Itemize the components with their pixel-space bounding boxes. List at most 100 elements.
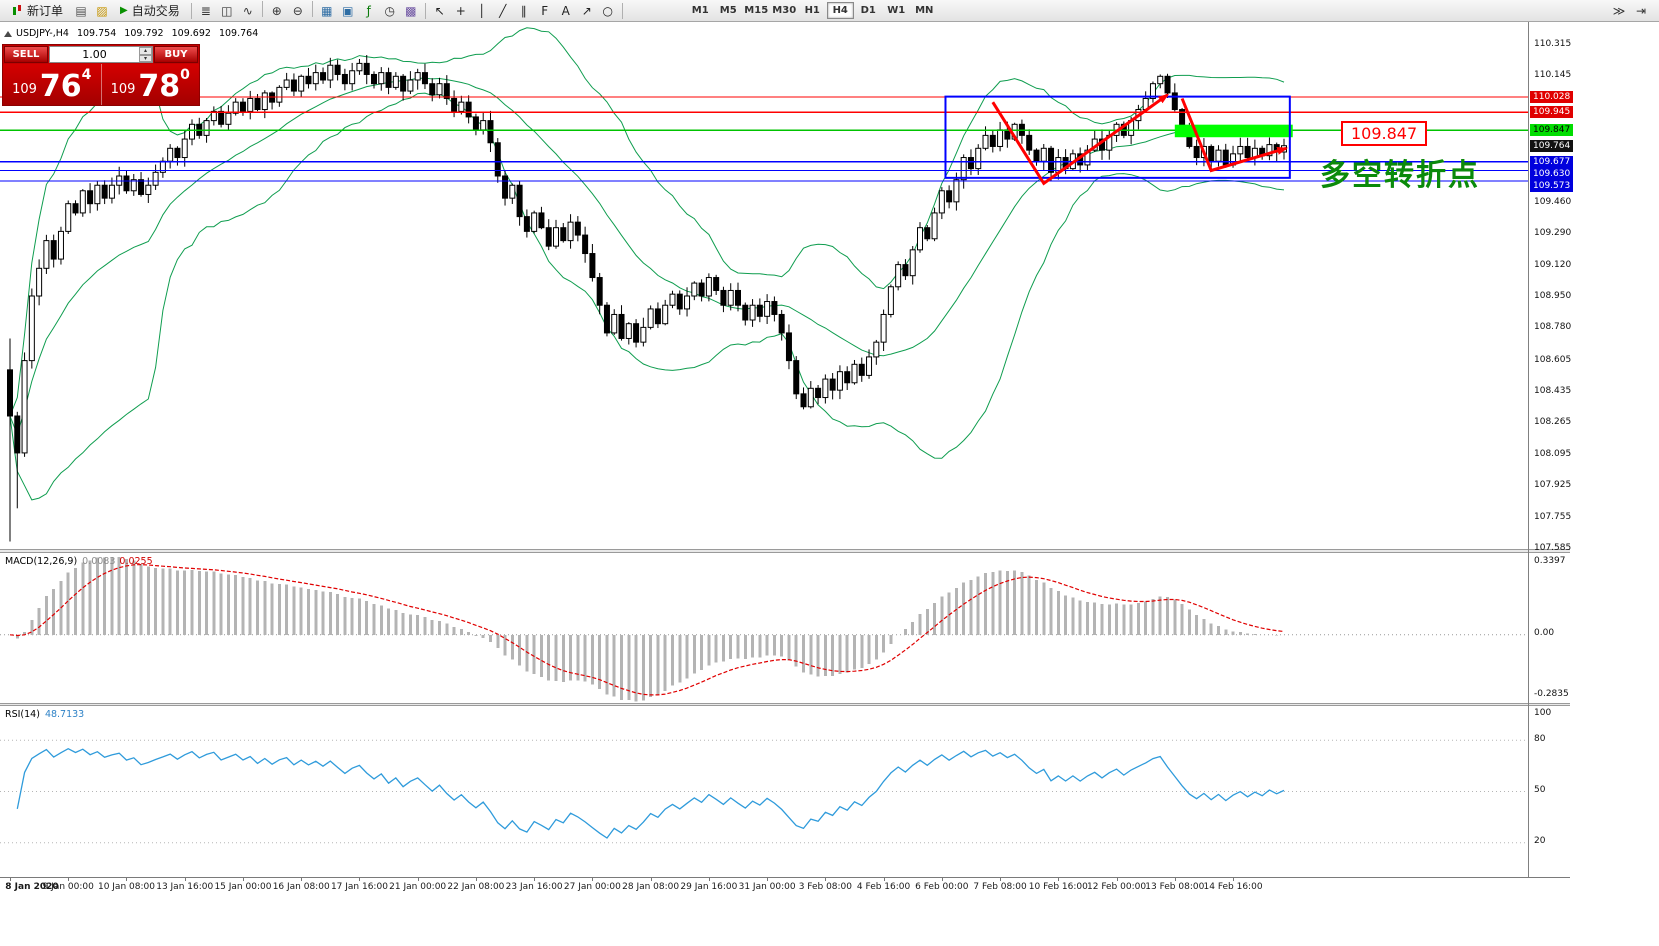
buy-price-display[interactable]: 109 78 0	[102, 64, 200, 105]
vertical-line-icon[interactable]: │	[472, 1, 492, 20]
crosshair-icon[interactable]: +	[451, 1, 471, 20]
ellipse-icon[interactable]: ○	[598, 1, 618, 20]
sell-price-sup: 4	[81, 67, 92, 83]
volume-up-button[interactable]: ▴	[139, 47, 152, 55]
periodicity-icon[interactable]: ◷	[380, 1, 400, 20]
time-axis-label: 3 Feb 08:00	[798, 882, 853, 892]
time-axis-label: 29 Jan 16:00	[680, 882, 738, 892]
time-axis-label: 7 Feb 08:00	[973, 882, 1027, 892]
ohlc-high: 109.792	[124, 28, 164, 39]
timeframe-d1[interactable]: D1	[855, 2, 882, 19]
time-axis-tick	[242, 878, 244, 881]
time-axis-tick	[1233, 878, 1235, 881]
auto-trading-play-icon: ▶	[120, 5, 128, 16]
price-axis[interactable]: 110.315 110.145 109.460 109.290 109.120 108.9…	[1528, 22, 1658, 895]
panel-splitter[interactable]	[0, 703, 1570, 706]
price-badge-black: 109.764	[1530, 140, 1573, 152]
toolbar-separator	[261, 1, 263, 17]
macd-panel-canvas[interactable]	[0, 553, 1570, 703]
time-axis-tick	[941, 878, 943, 881]
turning-point-text: 多空转折点	[1320, 158, 1480, 193]
rsi-scale-label: 50	[1534, 785, 1546, 795]
new-chart-icon[interactable]: ▤	[71, 1, 91, 20]
time-axis-label: 6 Feb 00:00	[915, 882, 969, 892]
new-order-button[interactable]: 新订单	[4, 1, 70, 20]
price-axis-label: 108.780	[1534, 322, 1572, 333]
time-axis[interactable]: 8 Jan 2020 9 Jan 00:00 10 Jan 08:00 13 Jan …	[0, 877, 1570, 896]
timeframe-m1[interactable]: M1	[687, 2, 714, 19]
price-badge-blue: 109.630	[1530, 168, 1573, 180]
price-callout-label: 109.847	[1341, 121, 1428, 146]
fibonacci-icon[interactable]: F	[535, 1, 555, 20]
zoom-in-icon[interactable]: ⊕	[267, 1, 287, 20]
sell-button[interactable]: SELL	[4, 46, 48, 63]
time-axis-label: 9 Jan 00:00	[42, 882, 94, 892]
time-axis-tick	[1000, 878, 1002, 881]
timeframe-h4[interactable]: H4	[826, 2, 854, 19]
buy-button[interactable]: BUY	[154, 46, 198, 63]
price-axis-label: 109.290	[1534, 228, 1572, 239]
level-lines[interactable]	[0, 96, 1528, 182]
price-axis-label: 108.095	[1534, 448, 1572, 459]
sell-price-prefix: 109	[12, 82, 37, 97]
price-badge-blue: 109.573	[1530, 180, 1573, 192]
timeframe-group: M1 M5 M15 M30 H1 H4 D1 W1 MN	[687, 2, 938, 19]
time-axis-label: 23 Jan 16:00	[505, 882, 563, 892]
templates-icon[interactable]: ▩	[401, 1, 421, 20]
price-axis-label: 108.265	[1534, 417, 1572, 428]
time-axis-tick	[301, 878, 303, 881]
rsi-name: RSI(14)	[5, 709, 40, 720]
tile-windows-icon[interactable]: ▦	[317, 1, 337, 20]
time-axis-tick	[184, 878, 186, 881]
candlestick-chart-icon[interactable]: ◫	[217, 1, 237, 20]
timeframe-m15[interactable]: M15	[743, 2, 770, 19]
timeframe-h1[interactable]: H1	[799, 2, 826, 19]
zoom-out-icon[interactable]: ⊖	[288, 1, 308, 20]
volume-input[interactable]	[50, 47, 139, 62]
price-badge-blue: 109.677	[1530, 156, 1573, 168]
toolbar-separator	[311, 1, 313, 17]
indicators-list-icon[interactable]: ƒ	[359, 1, 379, 20]
time-axis-label: 10 Jan 08:00	[97, 882, 155, 892]
chart-shift-icon[interactable]: ⇥	[1631, 1, 1651, 20]
timeframe-mn[interactable]: MN	[911, 2, 938, 19]
macd-scale-label: 0.00	[1534, 628, 1555, 638]
pattern-box[interactable]	[944, 95, 1291, 179]
volume-down-button[interactable]: ▾	[139, 54, 152, 62]
profiles-icon[interactable]: ▨	[92, 1, 112, 20]
main-chart-canvas[interactable]	[0, 22, 1570, 551]
panel-splitter[interactable]	[0, 549, 1570, 553]
toolbar-separator	[424, 2, 426, 19]
time-axis-label: 8 Jan 2020	[5, 882, 59, 892]
one-click-collapse-icon[interactable]	[4, 31, 12, 37]
ohlc-low: 109.692	[171, 28, 211, 39]
sell-price-display[interactable]: 109 76 4	[3, 64, 102, 105]
rsi-panel-canvas[interactable]	[0, 706, 1570, 877]
channel-icon[interactable]: ∥	[514, 1, 534, 20]
highlight-zone[interactable]	[1174, 124, 1293, 138]
cascade-windows-icon[interactable]: ▣	[338, 1, 358, 20]
bars-chart-icon[interactable]: ≣	[196, 1, 216, 20]
line-chart-icon[interactable]: ∿	[238, 1, 258, 20]
timeframe-m5[interactable]: M5	[715, 2, 742, 19]
sell-price-big: 76	[39, 69, 82, 104]
symbol-period-label: USDJPY-,H4	[16, 28, 69, 39]
rsi-value: 48.7133	[44, 709, 85, 720]
arrows-icon[interactable]: ↗	[577, 1, 597, 20]
timeframe-w1[interactable]: W1	[883, 2, 910, 19]
macd-histogram	[15, 556, 1286, 702]
auto-trading-button[interactable]: ▶ 自动交易	[113, 1, 187, 20]
auto-scroll-icon[interactable]: ≫	[1609, 1, 1629, 20]
rsi-scale-label: 80	[1534, 734, 1546, 744]
trend-arrows[interactable]	[991, 93, 1289, 186]
chart-window: USDJPY-,H4 109.754 109.792 109.692 109.7…	[0, 22, 1659, 946]
trendline-icon[interactable]: ╱	[493, 1, 513, 20]
time-axis-label: 13 Feb 08:00	[1145, 882, 1205, 892]
timeframe-m30[interactable]: M30	[771, 2, 798, 19]
time-axis-label: 17 Jan 16:00	[330, 882, 388, 892]
time-axis-tick	[825, 878, 827, 881]
time-axis-tick	[417, 878, 419, 881]
cursor-icon[interactable]: ↖	[430, 1, 450, 20]
text-icon[interactable]: A	[556, 1, 576, 20]
time-axis-label: 13 Jan 16:00	[156, 882, 214, 892]
